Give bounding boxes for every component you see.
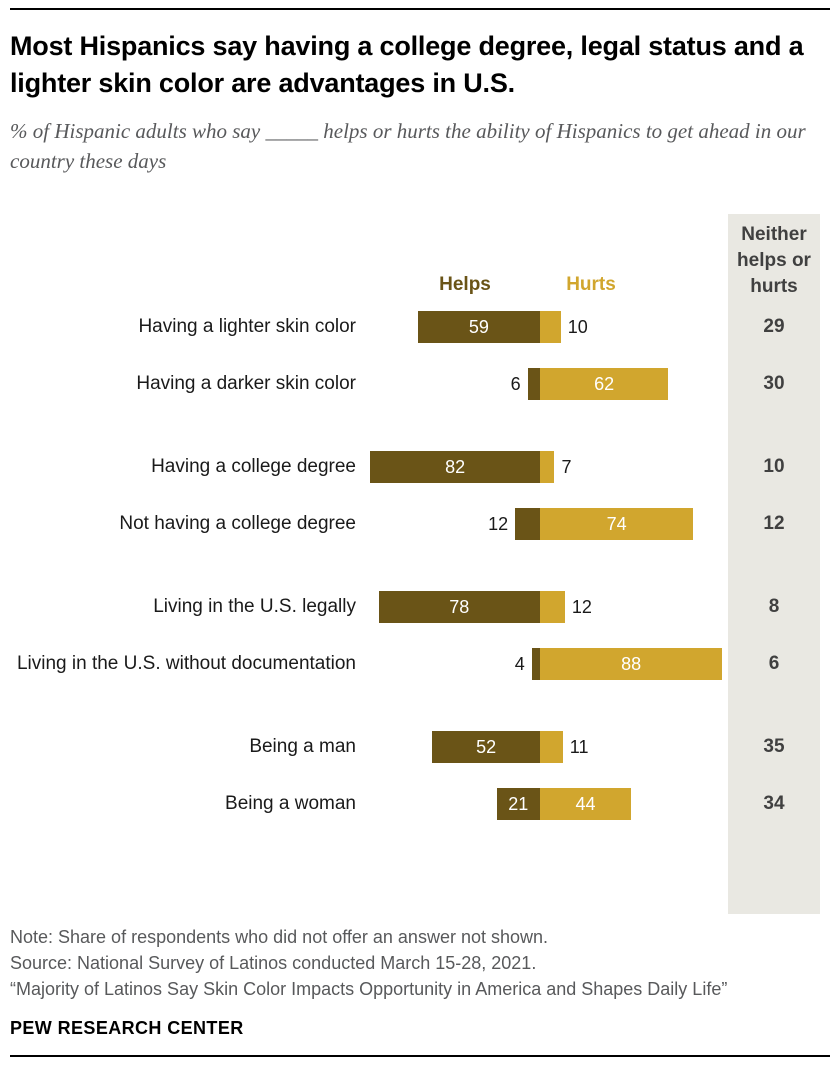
top-rule: [10, 8, 830, 10]
helps-bar: 59: [417, 311, 540, 343]
table-row: Being a woman 21 44 34: [10, 788, 830, 820]
helps-value: 4: [514, 654, 525, 674]
hurts-value: 88: [621, 654, 642, 674]
category-label: Being a woman: [225, 793, 356, 814]
helps-bar: [515, 508, 540, 540]
category-label: Having a darker skin color: [136, 373, 356, 394]
table-row: Having a darker skin color 6 62 30: [10, 368, 830, 400]
neither-value: 6: [768, 653, 780, 674]
hurts-bar: 62: [540, 368, 669, 400]
helps-bar: 52: [432, 731, 540, 763]
table-row: Being a man 52 11 35: [10, 731, 830, 763]
helps-bar: [527, 368, 540, 400]
hurts-bar: [540, 591, 565, 623]
hurts-bar: [540, 311, 561, 343]
hurts-value: 62: [594, 374, 615, 394]
neither-value: 29: [763, 316, 785, 337]
chart-subtitle: % of Hispanic adults who say _____ helps…: [10, 119, 806, 173]
note-line: Note: Share of respondents who did not o…: [10, 927, 549, 947]
bar-zone: 59 10: [370, 311, 728, 343]
table-row: Having a lighter skin color 59 10 29: [10, 311, 830, 343]
hurts-bar: [540, 451, 555, 483]
diverging-bar-chart: Neither helps or hurts Helps Hurts Havin…: [10, 214, 830, 914]
neither-value: 10: [763, 456, 785, 477]
source-line: Source: National Survey of Latinos condu…: [10, 953, 537, 973]
table-row: Not having a college degree 12 74 12: [10, 508, 830, 540]
neither-value: 12: [763, 513, 785, 534]
helps-bar: 21: [496, 788, 540, 820]
hurts-value: 44: [575, 794, 596, 814]
bar-zone: 78 12: [370, 591, 728, 623]
hurts-value: 74: [606, 514, 627, 534]
helps-value: 59: [468, 317, 489, 337]
helps-bar: 78: [378, 591, 540, 623]
legend-helps-label: Helps: [439, 274, 491, 295]
hurts-value: 11: [569, 737, 589, 757]
neither-value: 34: [763, 793, 785, 814]
table-row: Living in the U.S. without documentation…: [10, 648, 830, 680]
hurts-bar: 74: [540, 508, 694, 540]
helps-value: 78: [449, 597, 470, 617]
category-label: Having a lighter skin color: [138, 316, 356, 337]
bar-zone: 21 44: [370, 788, 728, 820]
hurts-value: 12: [571, 597, 592, 617]
neither-panel: [728, 214, 820, 914]
hurts-value: 10: [567, 317, 588, 337]
neither-value: 35: [763, 736, 785, 757]
chart-rows: Having a lighter skin color 59 10 29 Having …: [10, 311, 830, 820]
bar-zone: 4 88: [370, 648, 728, 680]
category-label: Living in the U.S. without documentation: [16, 653, 356, 674]
helps-bar: 82: [370, 451, 540, 483]
category-label: Living in the U.S. legally: [153, 596, 356, 617]
brand-wordmark: PEW RESEARCH CENTER: [10, 1018, 244, 1038]
bar-zone: 82 7: [370, 451, 728, 483]
hurts-bar: 88: [540, 648, 723, 680]
hurts-bar: 44: [540, 788, 632, 820]
neither-value: 30: [763, 373, 785, 394]
helps-value: 52: [476, 737, 497, 757]
category-label: Not having a college degree: [119, 513, 356, 534]
bar-zone: 12 74: [370, 508, 728, 540]
helps-value: 21: [508, 794, 529, 814]
hurts-bar: [540, 731, 563, 763]
legend-hurts-label: Hurts: [566, 274, 616, 295]
chart-title: Most Hispanics say having a college degr…: [10, 31, 804, 98]
neither-value: 8: [768, 596, 780, 617]
report-title-line: “Majority of Latinos Say Skin Color Impa…: [10, 979, 728, 999]
neither-column-header: Neither helps or hurts: [737, 224, 811, 297]
category-label: Being a man: [249, 736, 356, 757]
helps-value: 82: [445, 457, 466, 477]
footnotes: Note: Share of respondents who did not o…: [10, 924, 830, 1002]
table-row: Living in the U.S. legally 78 12 8: [10, 591, 830, 623]
helps-bar: [531, 648, 540, 680]
bar-zone: 52 11: [370, 731, 728, 763]
table-row: Having a college degree 82 7 10: [10, 451, 830, 483]
bottom-rule: [10, 1055, 830, 1057]
hurts-value: 7: [561, 457, 572, 477]
legend: Helps Hurts: [10, 214, 830, 311]
helps-value: 6: [510, 374, 521, 394]
category-label: Having a college degree: [151, 456, 356, 477]
bar-zone: 6 62: [370, 368, 728, 400]
helps-value: 12: [488, 514, 509, 534]
